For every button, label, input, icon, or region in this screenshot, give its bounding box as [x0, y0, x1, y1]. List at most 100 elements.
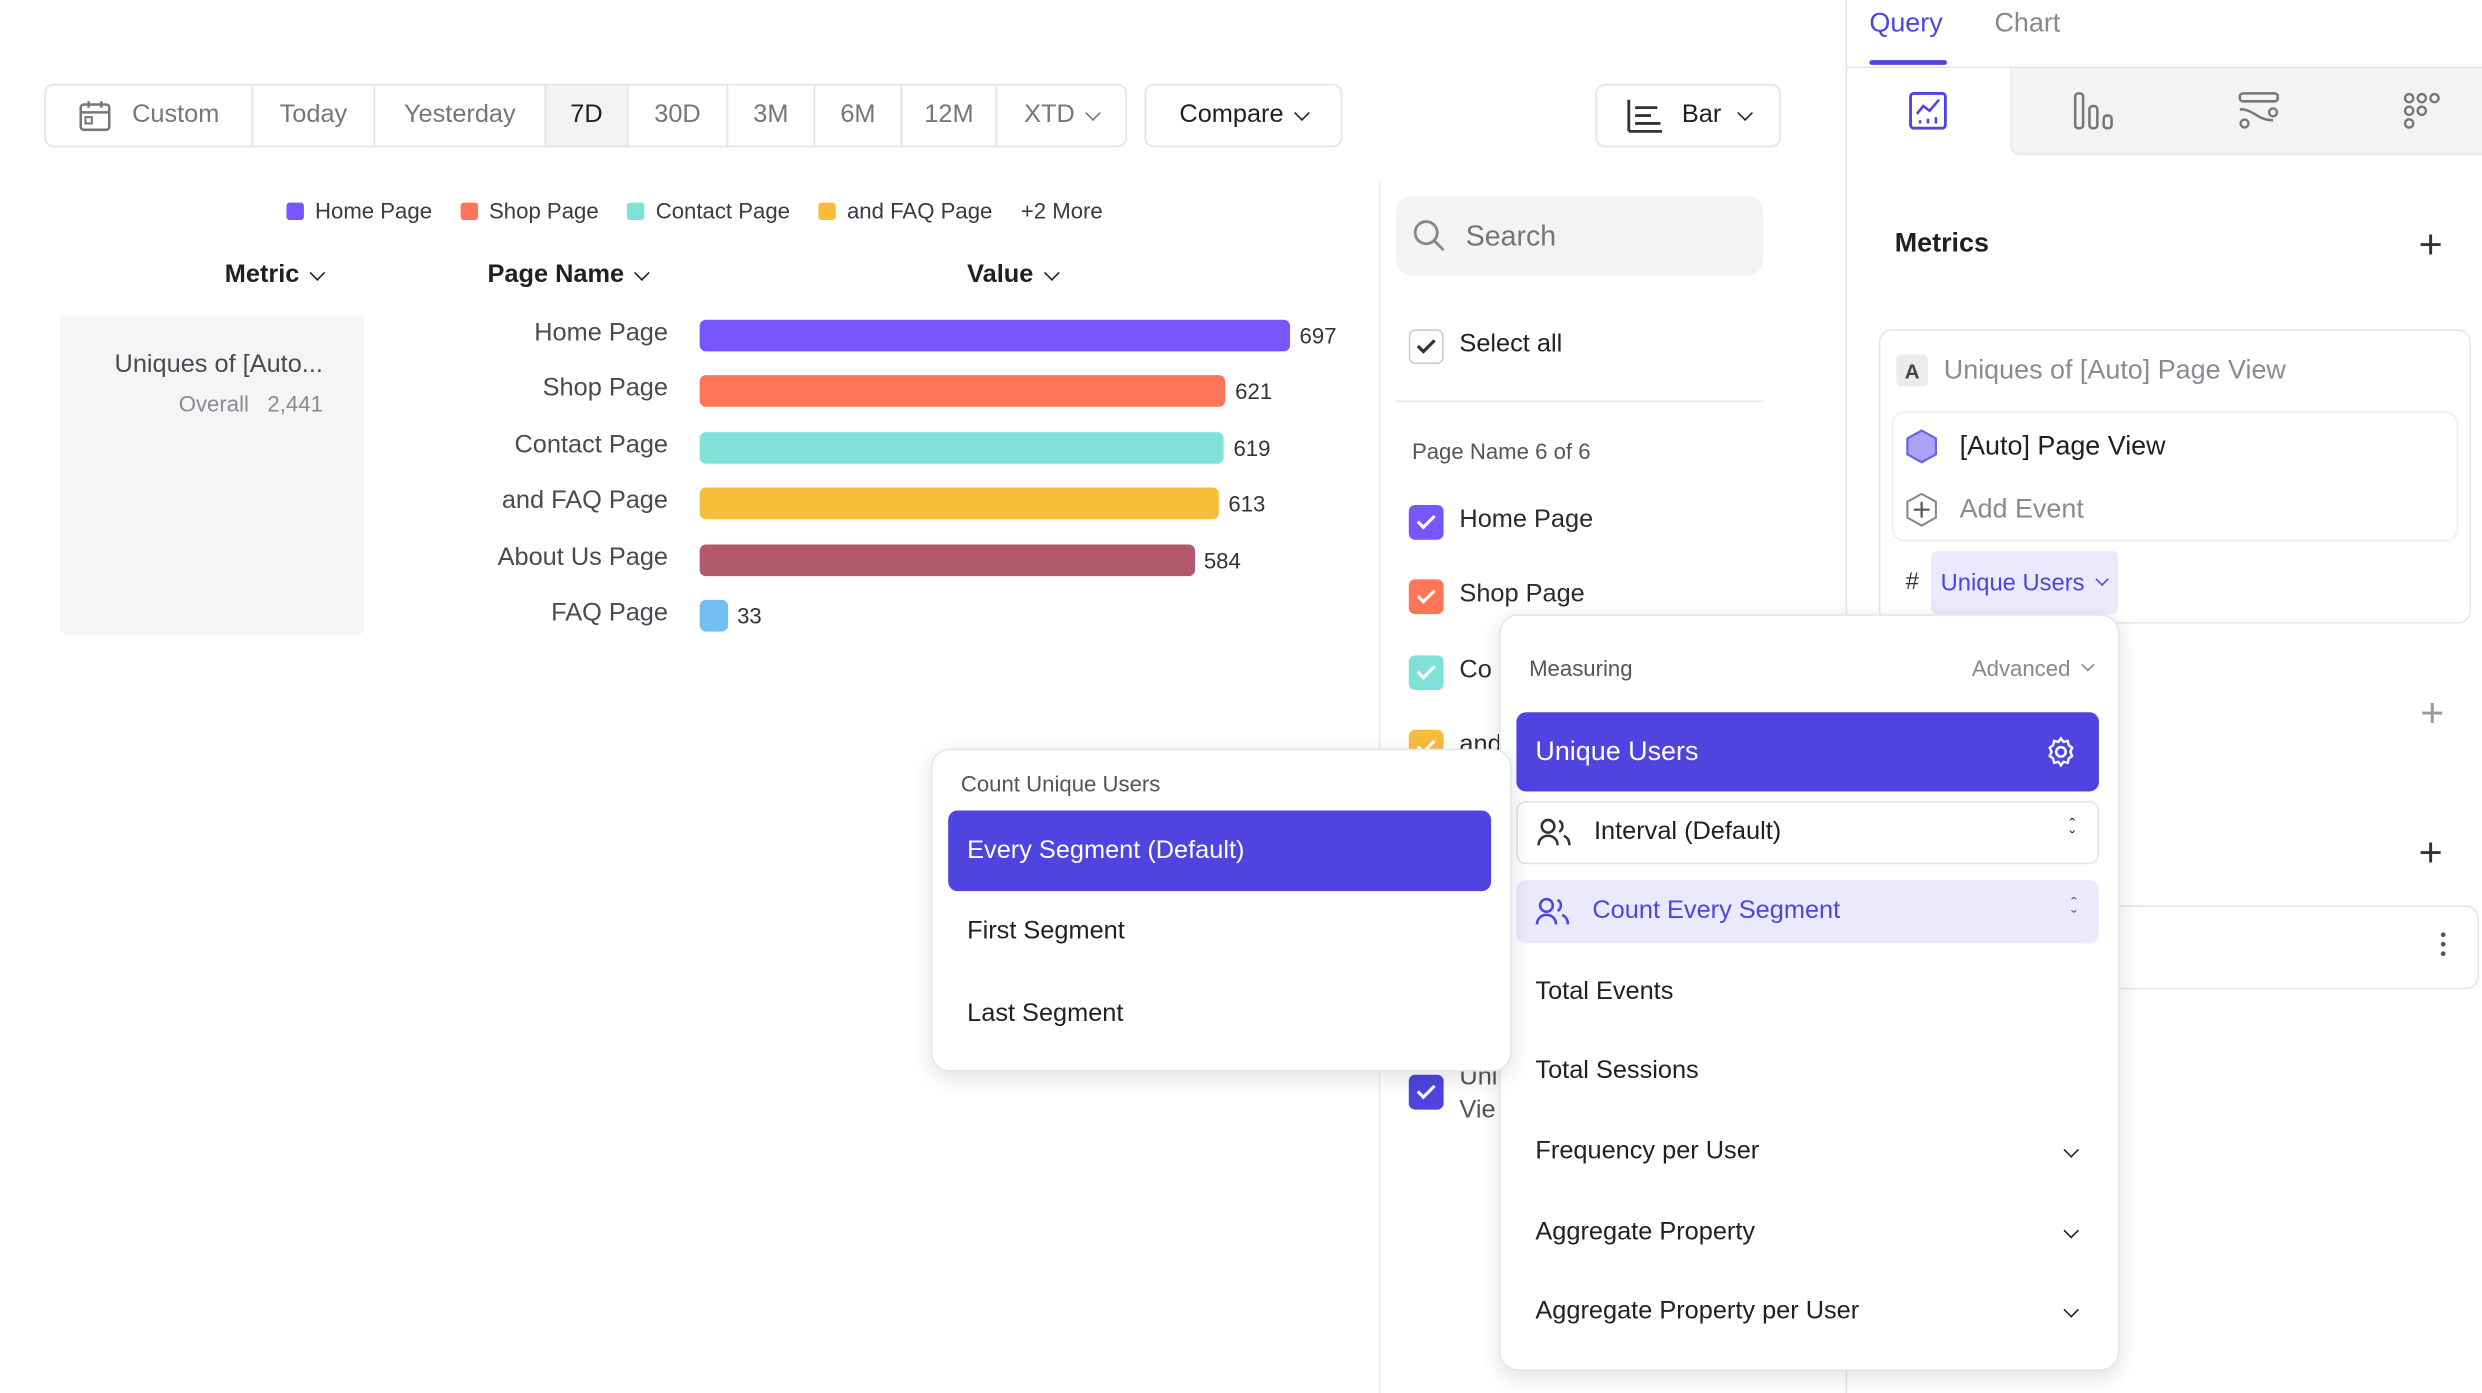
column-header-page-name[interactable]: Page Name [488, 261, 651, 289]
bar-label: Contact Page [514, 431, 668, 459]
measuring-menu: Measuring Advanced Unique Users Interval… [1499, 614, 2120, 1371]
metric-card: A Uniques of [Auto] Page View [Auto] Pag… [1878, 329, 2471, 624]
measure-option[interactable]: Total Events [1535, 978, 1674, 1006]
filter-checkbox[interactable] [1408, 579, 1444, 615]
measure-option[interactable]: Aggregate Property [1516, 1194, 2099, 1273]
chevron-down-icon [2063, 1222, 2080, 1238]
chevron-down-icon [2063, 1141, 2080, 1158]
range-3m[interactable]: 3M [726, 83, 816, 148]
count-menu-title: Count Unique Users [960, 770, 1161, 797]
add-event-button[interactable]: Add Event [1959, 493, 2084, 524]
kebab-menu-icon[interactable] [2440, 932, 2446, 957]
count-option-last-segment[interactable]: Last Segment [967, 1000, 1124, 1028]
bar-chart-icon [1626, 99, 1662, 133]
bar[interactable] [699, 599, 728, 632]
search-input[interactable] [1465, 219, 1735, 253]
range-6m[interactable]: 6M [813, 83, 903, 148]
legend-swatch [460, 202, 478, 221]
range-12m[interactable]: 12M [900, 83, 998, 148]
bar-value-label: 621 [1235, 378, 1273, 405]
legend-item[interactable]: Home Page [286, 198, 432, 223]
bar-label: About Us Page [497, 543, 668, 571]
add-metric-icon[interactable]: + [2418, 220, 2443, 268]
chevron-down-icon [2095, 572, 2109, 587]
range-7d[interactable]: 7D [544, 83, 629, 148]
measure-chip[interactable]: Unique Users [1931, 550, 2118, 615]
filter-label: Shop Page [1459, 580, 1585, 608]
bar-label: Home Page [534, 319, 668, 347]
bar[interactable] [699, 431, 1224, 464]
bar-label: and FAQ Page [501, 487, 668, 515]
add-filter-icon[interactable]: + [2420, 688, 2445, 737]
search-icon [1413, 220, 1445, 252]
flows-report-icon[interactable] [2238, 92, 2280, 138]
chevron-down-icon [634, 264, 651, 281]
bar[interactable] [699, 543, 1195, 576]
bar[interactable] [699, 319, 1291, 352]
insights-report-icon[interactable] [1909, 91, 1947, 138]
bar-label: Shop Page [542, 375, 668, 403]
range-30d[interactable]: 30D [626, 83, 729, 148]
add-breakdown-icon[interactable]: + [2418, 827, 2443, 876]
filter-label: Home Page [1459, 506, 1594, 534]
compare-button[interactable]: Compare [1144, 83, 1343, 148]
chevron-down-icon [1738, 104, 1754, 121]
chevron-down-icon [1043, 264, 1060, 281]
users-icon [1535, 897, 1570, 925]
divider [1396, 400, 1764, 403]
divider [1845, 66, 2482, 69]
legend-swatch [818, 202, 836, 221]
retention-report-icon[interactable] [2403, 92, 2441, 138]
funnels-report-icon[interactable] [2073, 92, 2115, 138]
filter-checkbox[interactable] [1408, 655, 1444, 691]
metric-overall: Overall 2,441 [178, 390, 323, 417]
range-xtd[interactable]: XTD [995, 83, 1128, 148]
select-all-checkbox[interactable] [1408, 329, 1444, 365]
measure-option[interactable]: Total Sessions [1535, 1057, 1699, 1085]
bar[interactable] [699, 375, 1226, 408]
group-label: Page Name 6 of 6 [1411, 438, 1591, 464]
users-icon [1537, 818, 1571, 846]
legend-item[interactable]: Shop Page [460, 198, 599, 223]
event-name[interactable]: [Auto] Page View [1959, 430, 2166, 461]
chevron-down-icon [309, 264, 326, 281]
filter-label: Co [1459, 656, 1492, 684]
bar-value-label: 697 [1299, 322, 1337, 349]
column-header-value[interactable]: Value [967, 261, 1060, 289]
chart-type-button[interactable]: Bar [1595, 83, 1781, 148]
tab-chart[interactable]: Chart [1994, 7, 2061, 38]
range-today[interactable]: Today [251, 83, 376, 148]
legend-item[interactable]: and FAQ Page [818, 198, 992, 223]
measure-option[interactable]: Frequency per User [1516, 1113, 2099, 1192]
active-tab-indicator [1869, 60, 1947, 65]
legend-swatch [286, 202, 304, 221]
filter-checkbox[interactable] [1408, 504, 1444, 540]
legend-swatch [627, 202, 645, 221]
metrics-title: Metrics [1894, 227, 1989, 259]
range-custom[interactable]: Custom [44, 83, 254, 148]
tab-query[interactable]: Query [1869, 7, 1943, 38]
count-option-every-segment[interactable]: Every Segment (Default) [948, 810, 1492, 892]
advanced-toggle[interactable]: Advanced [1972, 655, 2095, 681]
column-header-metric[interactable]: Metric [225, 261, 326, 289]
event-hexagon-icon [1906, 429, 1937, 464]
bar-value-label: 619 [1233, 434, 1271, 461]
metric-title[interactable]: Uniques of [Auto] Page View [1943, 354, 2286, 385]
count-unique-users-menu: Count Unique Users Every Segment (Defaul… [930, 748, 1512, 1072]
chart-legend: Home Page Shop Page Contact Page and FAQ… [286, 197, 1103, 224]
range-yesterday[interactable]: Yesterday [373, 83, 547, 148]
measure-option-unique-users[interactable]: Unique Users [1516, 712, 2099, 792]
gear-icon[interactable] [2045, 736, 2077, 768]
count-option-first-segment[interactable]: First Segment [967, 918, 1125, 945]
chevron-down-icon [1085, 104, 1101, 121]
filter-checkbox[interactable] [1408, 1074, 1444, 1110]
measure-option[interactable]: Aggregate Property per User [1516, 1273, 2099, 1352]
legend-more[interactable]: +2 More [1020, 197, 1103, 224]
bar[interactable] [699, 487, 1219, 520]
search-field[interactable] [1396, 196, 1764, 276]
legend-item[interactable]: Contact Page [627, 198, 790, 223]
